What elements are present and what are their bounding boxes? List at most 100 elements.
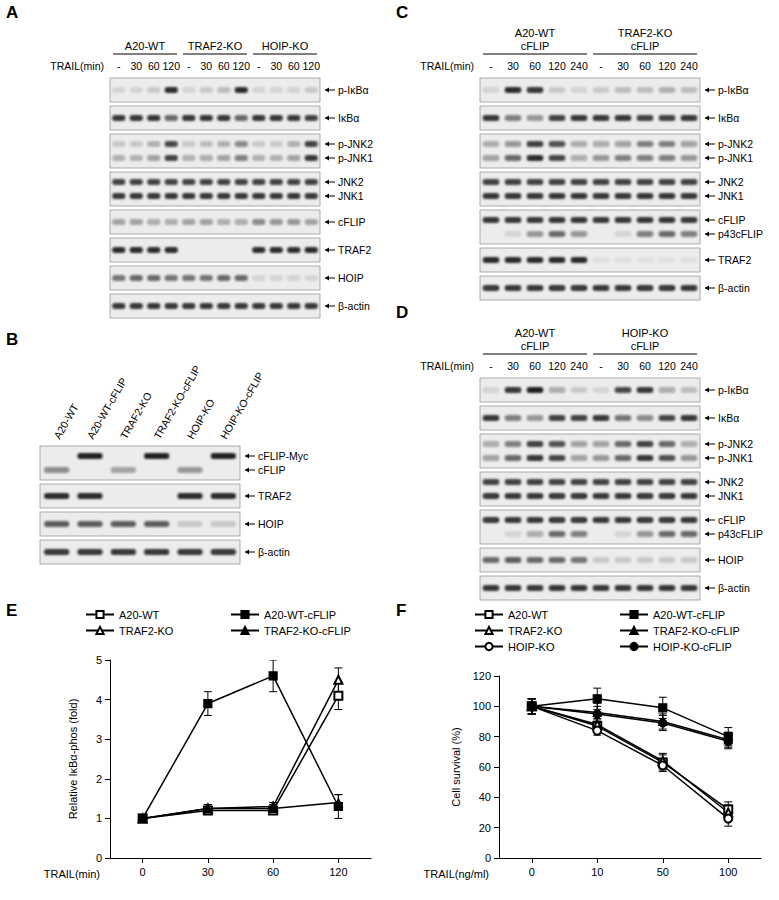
svg-text:4: 4 [96, 694, 102, 706]
svg-text:β-actin: β-actin [718, 582, 750, 594]
svg-text:120: 120 [302, 60, 320, 72]
svg-text:p43cFLIP: p43cFLIP [718, 528, 763, 540]
svg-text:HOIP-KO-cFLIP: HOIP-KO-cFLIP [218, 370, 266, 441]
svg-text:TRAF2-KO-cFLIP: TRAF2-KO-cFLIP [264, 625, 351, 637]
svg-text:cFLIP: cFLIP [631, 40, 660, 52]
svg-text:HOIP-KO: HOIP-KO [262, 40, 309, 52]
svg-text:p43cFLIP: p43cFLIP [718, 228, 763, 240]
svg-text:JNK2: JNK2 [718, 476, 744, 488]
svg-text:cFLIP: cFLIP [258, 464, 285, 476]
svg-text:30: 30 [617, 60, 629, 72]
svg-text:30: 30 [200, 60, 212, 72]
svg-text:p-IκBα: p-IκBα [718, 84, 749, 96]
svg-text:120: 120 [658, 60, 676, 72]
svg-text:IκBα: IκBα [718, 112, 739, 124]
svg-text:120: 120 [232, 60, 250, 72]
svg-text:TRAIL(ng/ml): TRAIL(ng/ml) [424, 868, 489, 880]
svg-text:A20-WT-cFLIP: A20-WT-cFLIP [84, 375, 129, 441]
svg-text:-: - [257, 60, 261, 72]
svg-text:60: 60 [529, 60, 541, 72]
svg-text:TRAF2-KO: TRAF2-KO [118, 390, 154, 441]
svg-text:-: - [489, 360, 493, 372]
svg-text:B: B [6, 330, 18, 349]
svg-text:20: 20 [479, 822, 491, 834]
svg-text:240: 240 [570, 360, 588, 372]
svg-text:30: 30 [270, 60, 282, 72]
svg-text:cFLIP: cFLIP [718, 514, 745, 526]
svg-text:cFLIP: cFLIP [521, 340, 550, 352]
svg-text:JNK2: JNK2 [338, 176, 364, 188]
svg-text:240: 240 [680, 360, 698, 372]
svg-text:cFLIP: cFLIP [631, 340, 660, 352]
svg-text:β-actin: β-actin [258, 546, 290, 558]
svg-text:120: 120 [548, 60, 566, 72]
svg-text:A: A [6, 3, 18, 22]
svg-text:p-JNK2: p-JNK2 [718, 138, 753, 150]
svg-text:60: 60 [288, 60, 300, 72]
svg-text:3: 3 [96, 733, 102, 745]
svg-text:D: D [396, 303, 408, 322]
svg-text:Relative IκBα-phos (fold): Relative IκBα-phos (fold) [67, 699, 79, 820]
svg-text:60: 60 [218, 60, 230, 72]
svg-text:40: 40 [479, 791, 491, 803]
svg-text:120: 120 [473, 670, 491, 682]
svg-text:A20-WT: A20-WT [508, 609, 549, 621]
svg-text:240: 240 [570, 60, 588, 72]
svg-text:60: 60 [479, 761, 491, 773]
svg-text:HOIP-KO: HOIP-KO [622, 327, 669, 339]
svg-text:30: 30 [202, 866, 214, 878]
svg-text:JNK1: JNK1 [338, 190, 364, 202]
svg-text:0: 0 [140, 866, 146, 878]
svg-text:100: 100 [719, 866, 737, 878]
svg-text:0: 0 [485, 852, 491, 864]
svg-text:30: 30 [617, 360, 629, 372]
svg-text:cFLIP-Myc: cFLIP-Myc [258, 450, 308, 462]
svg-text:TRAIL(min): TRAIL(min) [420, 360, 474, 372]
svg-text:HOIP: HOIP [258, 518, 284, 530]
svg-text:p-JNK2: p-JNK2 [338, 138, 373, 150]
svg-text:JNK2: JNK2 [718, 176, 744, 188]
svg-text:0: 0 [529, 866, 535, 878]
svg-text:F: F [396, 601, 406, 620]
svg-text:80: 80 [479, 731, 491, 743]
svg-text:50: 50 [657, 866, 669, 878]
svg-text:p-JNK1: p-JNK1 [718, 452, 753, 464]
svg-text:A20-WT: A20-WT [51, 401, 81, 441]
svg-text:-: - [489, 60, 493, 72]
svg-text:HOIP-KO: HOIP-KO [508, 641, 555, 653]
svg-text:120: 120 [329, 866, 347, 878]
svg-text:p-IκBα: p-IκBα [338, 84, 369, 96]
svg-text:Cell survival (%): Cell survival (%) [450, 727, 462, 806]
svg-text:HOIP: HOIP [338, 272, 364, 284]
svg-text:E: E [6, 601, 17, 620]
svg-text:TRAF2-KO-cFLIP: TRAF2-KO-cFLIP [653, 625, 740, 637]
svg-text:30: 30 [507, 60, 519, 72]
svg-text:0: 0 [96, 852, 102, 864]
svg-text:60: 60 [529, 360, 541, 372]
svg-text:120: 120 [548, 360, 566, 372]
svg-text:p-JNK2: p-JNK2 [718, 438, 753, 450]
svg-text:p-IκBα: p-IκBα [718, 384, 749, 396]
svg-text:A20-WT-cFLIP: A20-WT-cFLIP [264, 609, 336, 621]
svg-text:TRAF2: TRAF2 [338, 244, 371, 256]
svg-text:IκBα: IκBα [338, 112, 359, 124]
svg-text:10: 10 [591, 866, 603, 878]
svg-text:60: 60 [148, 60, 160, 72]
svg-text:TRAF2-KO-cFLIP: TRAF2-KO-cFLIP [151, 363, 203, 441]
svg-text:p-JNK1: p-JNK1 [718, 152, 753, 164]
svg-text:cFLIP: cFLIP [718, 214, 745, 226]
svg-text:TRAF2-KO: TRAF2-KO [188, 40, 243, 52]
svg-text:2: 2 [96, 773, 102, 785]
svg-text:TRAIL(min): TRAIL(min) [50, 60, 104, 72]
svg-text:60: 60 [639, 360, 651, 372]
svg-text:JNK1: JNK1 [718, 490, 744, 502]
svg-text:cFLIP: cFLIP [338, 216, 365, 228]
svg-text:-: - [117, 60, 121, 72]
svg-text:p-JNK1: p-JNK1 [338, 152, 373, 164]
svg-text:HOIP-KO-cFLIP: HOIP-KO-cFLIP [653, 641, 732, 653]
svg-text:C: C [396, 3, 408, 22]
svg-text:HOIP: HOIP [718, 554, 744, 566]
svg-text:120: 120 [658, 360, 676, 372]
svg-text:30: 30 [130, 60, 142, 72]
svg-text:30: 30 [507, 360, 519, 372]
